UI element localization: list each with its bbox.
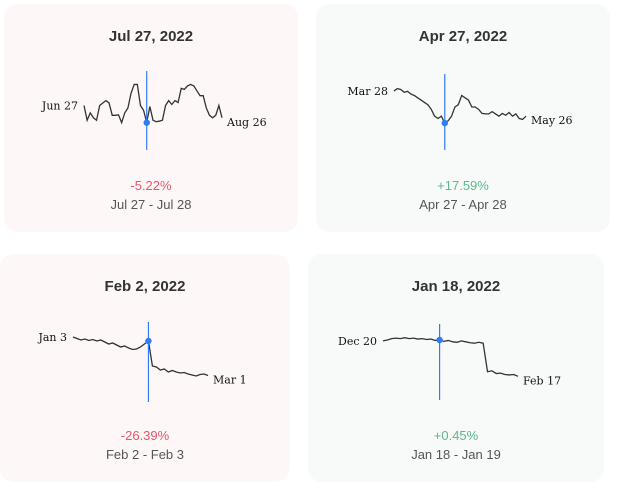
start-date-label: Jan 3 (37, 331, 67, 344)
percent-change: -5.22% (130, 178, 172, 193)
event-marker-dot (441, 119, 448, 127)
percent-change: +17.59% (437, 178, 489, 193)
price-line (72, 336, 209, 377)
percent-change: -26.39% (120, 428, 170, 443)
event-marker-dot (145, 337, 152, 345)
event-marker-dot (436, 336, 443, 344)
end-date-label: Mar 1 (213, 374, 247, 387)
price-line (393, 87, 527, 125)
start-date-label: Jun 27 (41, 100, 78, 113)
price-line (382, 337, 519, 377)
sparkline-chart: Dec 20 Feb 17 (338, 324, 561, 400)
event-marker-dot (143, 119, 150, 126)
date-range: Apr 27 - Apr 28 (419, 197, 507, 212)
sparkline-chart: Mar 28 May 26 (347, 74, 573, 150)
percent-change: +0.45% (433, 428, 479, 443)
end-date-label: Feb 17 (523, 374, 561, 387)
card-title: Feb 2, 2022 (104, 278, 186, 295)
start-date-label: Mar 28 (347, 85, 388, 98)
sparkline-chart: Jan 3 Mar 1 (37, 322, 247, 402)
card-jan-18[interactable]: Jan 18, 2022 +0.45% Jan 18 - Jan 19 Dec 2… (308, 254, 604, 482)
date-range: Feb 2 - Feb 3 (105, 447, 185, 462)
card-title: Apr 27, 2022 (418, 28, 508, 45)
end-date-label: May 26 (531, 114, 573, 127)
date-range: Jan 18 - Jan 19 (411, 447, 501, 462)
start-date-label: Dec 20 (338, 335, 377, 348)
sparkline-chart: Jun 27 Aug 26 (41, 71, 267, 150)
card-jul-27[interactable]: Jul 27, 2022 -5.22% Jul 27 - Jul 28 Jun 2… (4, 4, 298, 232)
date-range: Jul 27 - Jul 28 (110, 197, 192, 212)
card-title: Jan 18, 2022 (411, 278, 501, 295)
end-date-label: Aug 26 (226, 116, 267, 129)
card-apr-27[interactable]: Apr 27, 2022 +17.59% Apr 27 - Apr 28 Mar … (316, 4, 610, 232)
card-feb-2[interactable]: Feb 2, 2022 -26.39% Feb 2 - Feb 3 Jan 3 Ma… (0, 254, 290, 482)
price-line (83, 83, 223, 125)
card-title: Jul 27, 2022 (108, 28, 194, 45)
